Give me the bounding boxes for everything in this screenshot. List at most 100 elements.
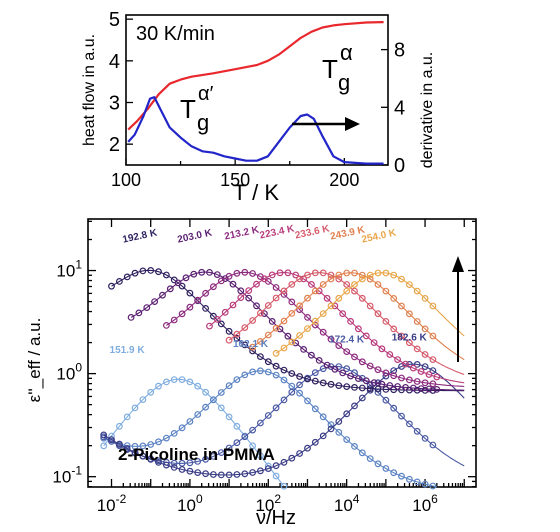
data-point <box>280 287 288 295</box>
data-point <box>268 271 276 279</box>
data-point <box>358 384 366 392</box>
data-point <box>382 318 390 325</box>
data-point <box>382 465 390 472</box>
data-point <box>390 325 398 333</box>
data-point <box>151 298 159 306</box>
data-point <box>147 388 155 396</box>
data-point <box>394 383 402 390</box>
data-point <box>170 376 178 384</box>
data-point <box>370 339 378 347</box>
data-point <box>147 267 155 274</box>
data-point <box>406 339 413 347</box>
data-point <box>206 269 213 276</box>
data-point <box>233 439 241 447</box>
data-point <box>170 464 178 471</box>
series-label: 162.1 K <box>233 339 269 350</box>
data-point <box>398 472 405 480</box>
data-point <box>276 325 284 333</box>
data-point <box>272 284 280 291</box>
data-point <box>413 427 421 435</box>
data-point <box>143 304 151 312</box>
data-point <box>249 469 257 476</box>
data-point <box>123 273 131 281</box>
dielectric-y-tick-label: 101 <box>56 258 82 281</box>
data-point <box>147 441 155 448</box>
data-point <box>429 482 437 490</box>
data-point <box>272 371 280 379</box>
data-point <box>280 317 288 325</box>
dielectric-plot-frame <box>87 218 477 488</box>
data-point <box>335 271 343 279</box>
data-point <box>394 356 402 364</box>
data-point <box>421 480 429 488</box>
data-point <box>194 296 202 304</box>
dielectric-panel: 10-2 100 102 104 106 10-1 100 101 151.9 K 162.1 … <box>25 218 477 529</box>
data-point <box>304 294 311 302</box>
data-point <box>217 404 225 412</box>
data-point <box>296 302 304 310</box>
data-point <box>319 328 327 336</box>
data-point <box>366 385 374 393</box>
data-point <box>257 353 264 361</box>
dsc-yright-tick-label: 4 <box>394 97 405 119</box>
tg-alpha-prime-sub: g <box>197 110 209 135</box>
data-point <box>351 402 358 410</box>
data-point <box>127 314 135 321</box>
data-point <box>280 396 288 404</box>
data-point <box>300 275 308 283</box>
data-point <box>402 360 409 368</box>
data-point <box>398 332 405 340</box>
dielectric-tick-labels: 10-2 100 102 104 106 10-1 100 101 <box>52 258 438 515</box>
data-point <box>347 372 355 380</box>
data-point <box>194 411 202 418</box>
data-point <box>311 269 319 277</box>
dsc-x-tick-label: 100 <box>111 170 141 190</box>
data-point <box>249 426 257 434</box>
data-point <box>351 369 358 377</box>
dsc-yleft-tick-label: 4 <box>109 51 120 73</box>
data-point <box>304 375 311 383</box>
dielectric-x-tick-label: 10-2 <box>97 492 127 515</box>
data-point <box>186 378 194 386</box>
data-point <box>331 365 339 373</box>
data-point <box>155 382 162 390</box>
dsc-yleft-tick-label: 2 <box>109 134 120 156</box>
data-point <box>292 271 300 279</box>
data-point <box>209 396 217 404</box>
data-point <box>178 282 186 290</box>
data-point <box>378 380 386 388</box>
data-point <box>296 275 304 283</box>
dsc-yleft-tick-label: 5 <box>109 9 120 31</box>
data-point <box>323 361 331 369</box>
data-point <box>421 351 429 358</box>
data-point <box>327 421 335 429</box>
data-point <box>366 271 374 279</box>
data-point <box>398 374 405 382</box>
data-point <box>213 316 221 323</box>
data-point <box>343 287 351 295</box>
data-point <box>366 302 374 310</box>
data-point <box>288 281 296 288</box>
data-point <box>174 279 182 287</box>
data-point <box>162 322 170 329</box>
series-172-4-K <box>100 363 465 467</box>
data-point <box>355 325 362 333</box>
data-point <box>237 294 245 302</box>
data-point <box>272 404 280 412</box>
data-point <box>178 424 186 432</box>
series-151-9-K <box>100 376 288 490</box>
data-point <box>288 370 296 377</box>
data-point <box>311 369 319 377</box>
data-point <box>139 452 147 460</box>
data-point <box>370 379 378 387</box>
data-point <box>319 413 327 421</box>
data-point <box>374 385 382 393</box>
data-point <box>343 383 351 391</box>
dsc-yleft-tick-label: 3 <box>109 93 120 115</box>
data-point <box>429 387 437 394</box>
dsc-ylabel-right: derivative in a.u. <box>419 52 436 169</box>
data-point <box>225 444 233 452</box>
data-point <box>257 452 264 460</box>
data-point <box>319 281 327 288</box>
data-point <box>433 386 441 393</box>
